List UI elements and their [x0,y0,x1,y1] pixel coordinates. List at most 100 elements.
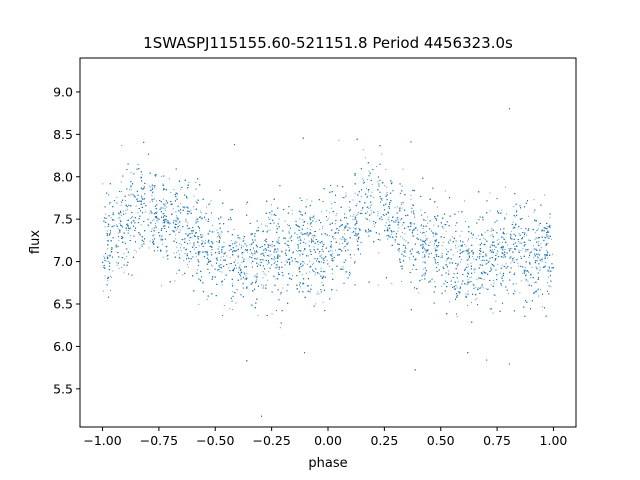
data-point [381,199,383,201]
data-point [335,228,337,230]
data-point [541,261,543,263]
data-point [335,249,337,251]
data-point [528,256,530,258]
data-point [264,248,266,250]
data-point [424,242,426,244]
data-point [162,203,164,205]
data-point [110,276,112,278]
data-point [268,219,270,221]
data-point [526,234,527,236]
data-point [481,259,483,261]
data-point [513,206,515,208]
data-point [469,277,471,279]
data-point [309,260,311,262]
data-point [355,214,357,216]
data-point [160,240,162,242]
data-point [478,287,480,289]
data-point [547,226,549,228]
data-point [398,227,400,229]
data-point [321,249,323,251]
data-point [275,258,277,260]
data-point [524,267,526,269]
data-point [458,245,460,247]
data-point [120,201,122,203]
data-point [377,284,379,286]
data-point [221,271,223,273]
data-point [162,221,164,223]
data-point [368,219,370,221]
data-point [177,250,179,252]
data-point [318,240,320,242]
data-point [253,275,255,277]
data-point [434,281,436,283]
data-point [179,229,181,231]
data-point [548,276,550,278]
data-point [121,202,123,204]
data-point [245,203,247,205]
data-point [216,257,218,259]
data-point [464,221,466,223]
data-point [419,231,421,233]
data-point [211,264,213,266]
data-point [309,216,311,218]
data-point [129,218,131,220]
data-point [482,259,483,261]
data-point [498,238,500,240]
data-point [456,276,458,278]
chart-title: 1SWASPJ115155.60-521151.8 Period 4456323… [143,34,513,52]
data-point [433,242,435,244]
data-point [186,263,188,265]
data-point [444,190,446,192]
data-point [491,249,493,251]
data-point [482,287,484,289]
data-points [102,108,554,417]
data-point [456,265,458,267]
data-point [228,267,230,269]
data-point [235,241,237,243]
data-point [351,232,353,234]
data-point [182,274,184,276]
data-point [440,256,442,258]
data-point [339,238,341,240]
data-point [305,272,307,274]
data-point [139,234,141,236]
data-point [437,264,439,266]
data-point [352,215,354,217]
data-point [464,200,466,202]
data-point [494,249,495,250]
data-point [176,215,177,217]
data-point [219,270,221,272]
data-point [424,235,426,237]
data-point [104,275,106,277]
data-point [515,283,517,285]
data-point [535,237,537,239]
data-point [422,261,424,263]
data-point [205,239,207,241]
data-point [442,241,444,243]
data-point [148,247,150,249]
data-point [529,277,531,279]
data-point [176,221,178,223]
data-point [278,240,280,242]
data-point [153,219,155,221]
data-point [443,227,445,229]
data-point [151,191,153,193]
data-point [490,235,492,237]
data-point [376,166,378,167]
data-point [236,249,238,251]
data-point [273,258,275,260]
data-point [161,285,163,287]
data-point [137,212,139,214]
data-point [153,234,155,236]
data-point [436,233,438,235]
data-point [336,289,338,291]
data-point [123,210,125,212]
data-point [246,251,248,253]
data-point [179,257,181,259]
data-point [350,215,352,217]
data-point [467,290,469,292]
data-point [386,229,388,231]
data-point [306,199,308,201]
data-point [140,200,142,202]
data-point [175,229,177,231]
